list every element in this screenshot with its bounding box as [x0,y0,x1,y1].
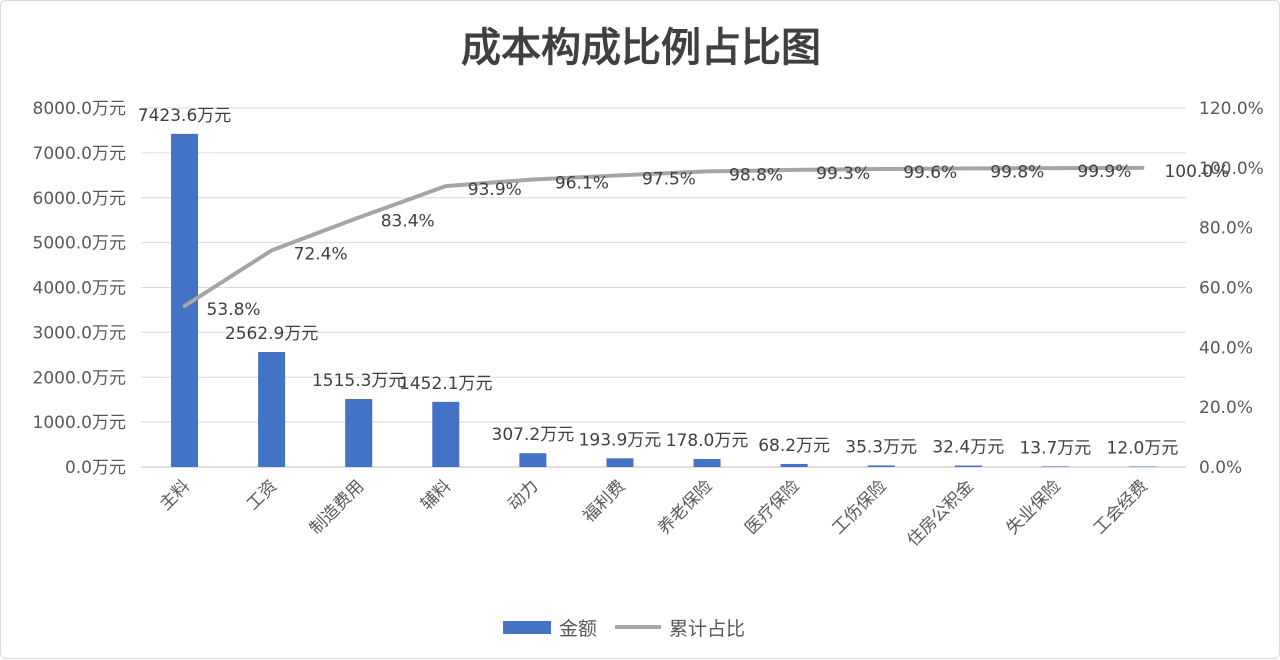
left-tick-label: 5000.0万元 [33,234,126,254]
bar [258,352,285,467]
bar-data-label: 178.0万元 [666,431,749,451]
left-tick-label: 2000.0万元 [33,368,126,388]
legend-label-bar: 金额 [559,618,597,640]
bar-data-label: 1515.3万元 [312,371,405,391]
line-data-label: 100.0% [1164,162,1229,182]
bar-data-label: 12.0万元 [1107,438,1179,458]
right-tick-label: 40.0% [1199,338,1253,358]
x-tick-label: 住房公积金 [904,476,978,550]
bar [1042,466,1069,467]
left-tick-label: 4000.0万元 [33,279,126,299]
line-data-label: 99.3% [816,164,870,184]
bar-data-label: 68.2万元 [758,436,830,456]
line-data-label: 99.6% [903,163,957,183]
legend: 金额 累计占比 [503,618,745,640]
bar-data-label: 307.2万元 [492,425,575,445]
bar [781,464,808,467]
right-tick-label: 120.0% [1199,99,1264,119]
x-tick-label: 工会经费 [1090,476,1152,538]
right-tick-label: 80.0% [1199,219,1253,239]
left-tick-label: 3000.0万元 [33,323,126,343]
bar-data-label: 1452.1万元 [399,374,492,394]
line-data-label: 97.5% [642,169,696,189]
left-tick-label: 6000.0万元 [33,189,126,209]
x-tick-label: 动力 [504,476,542,514]
x-tick-label: 养老保险 [654,476,716,538]
x-tick-label: 主料 [156,476,194,514]
bar [432,402,459,467]
left-tick-label: 7000.0万元 [33,144,126,164]
right-tick-label: 0.0% [1199,458,1242,478]
left-tick-label: 8000.0万元 [33,99,126,119]
line-data-label: 72.4% [294,244,348,264]
left-tick-label: 0.0万元 [65,458,126,478]
bar [1129,466,1156,467]
right-axis: 0.0%20.0%40.0%60.0%80.0%100.0%120.0% [1199,99,1264,478]
right-tick-label: 60.0% [1199,279,1253,299]
x-tick-label: 工资 [243,476,281,514]
bar-data-label: 2562.9万元 [225,324,318,344]
x-tick-label: 失业保险 [1003,476,1065,538]
legend-label-line: 累计占比 [669,618,745,640]
bar [955,466,982,467]
x-tick-label: 制造费用 [306,476,368,538]
bar [519,453,546,467]
x-tick-label: 工伤保险 [829,476,891,538]
line-data-label: 93.9% [468,180,522,200]
line-data-label: 53.8% [207,300,261,320]
line-data-label: 99.8% [990,162,1044,182]
bar-data-label: 32.4万元 [932,438,1004,458]
x-tick-label: 辅料 [417,476,455,514]
legend-swatch-bar [503,621,551,634]
bar [694,459,721,467]
bar [606,458,633,467]
x-tick-label: 福利费 [579,476,629,526]
bar-data-label: 193.9万元 [579,430,662,450]
bar-data-label: 35.3万元 [845,437,917,457]
line-data-label: 83.4% [381,211,435,231]
x-axis: 主料 工资制造费用 辅料 动力福利费养老保险医疗保险工伤保险住房公积金失业保险工会经费 [156,476,1152,550]
line-data-label: 96.1% [555,174,609,194]
right-tick-label: 20.0% [1199,398,1253,418]
line-data-label: 98.8% [729,165,783,185]
chart-title: 成本构成比例占比图 [461,25,821,71]
bar [345,399,372,467]
line-series: 53.8% 72.4% 83.4% 93.9% 96.1% 97.5% 98.8% 99.3%… [184,162,1229,320]
left-tick-label: 1000.0万元 [33,413,126,433]
x-tick-label: 医疗保险 [741,476,803,538]
bar-data-label: 7423.6万元 [138,106,231,126]
bar-data-label: 13.7万元 [1019,438,1091,458]
line-data-label: 99.9% [1077,162,1131,182]
bar [868,465,895,467]
left-axis: 0.0万元 1000.0万元 2000.0万元 3000.0万元 4000.0万元 500… [33,99,126,478]
